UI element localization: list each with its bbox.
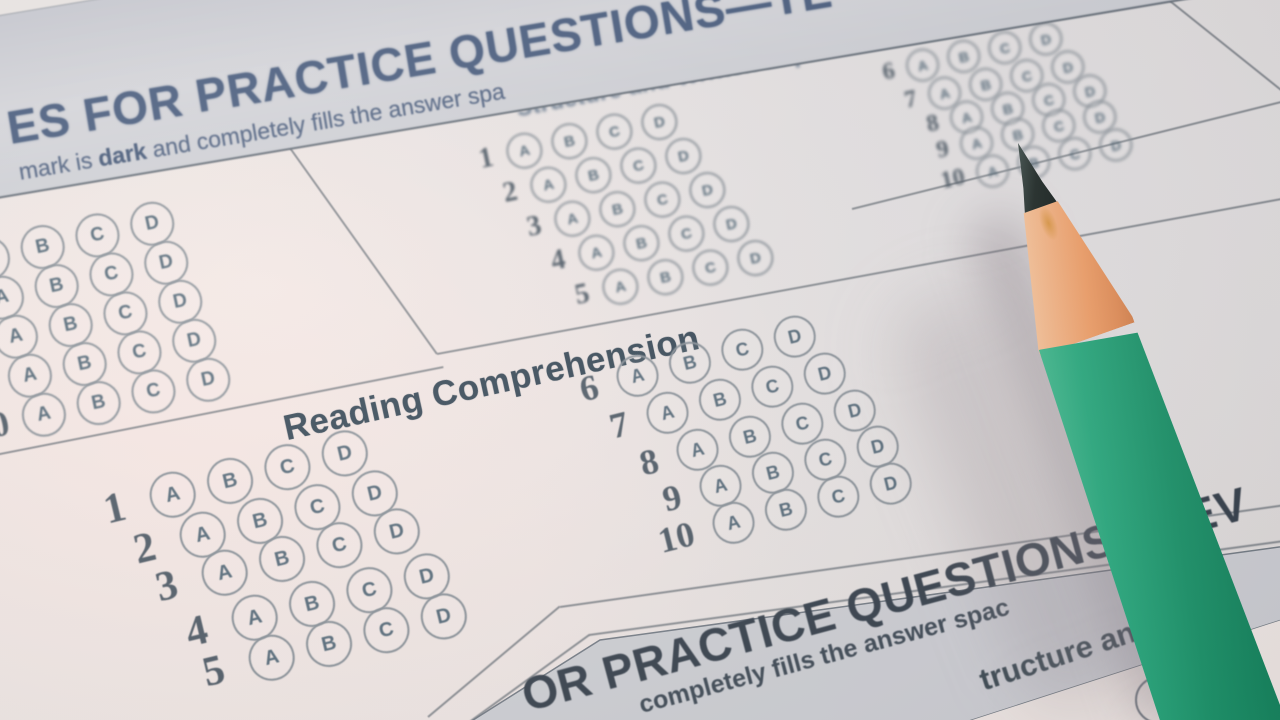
question-number: 1: [476, 141, 497, 175]
question-number: 4: [548, 243, 569, 277]
answer-bubble: C: [127, 365, 180, 418]
answer-bubble: D: [182, 353, 235, 406]
question-number: 2: [500, 175, 521, 209]
question-number: 5: [572, 277, 593, 311]
answer-bubble: D: [638, 100, 681, 144]
answer-bubble: C: [641, 178, 684, 221]
answer-bubble: D: [416, 588, 472, 645]
answer-bubble: D: [369, 503, 425, 560]
answer-bubble: A: [503, 129, 546, 173]
answer-bubble: D: [710, 202, 753, 246]
answer-bubble: C: [311, 517, 368, 573]
answer-bubble: B: [254, 531, 310, 587]
answer-bubble: A: [527, 163, 570, 207]
answer-bubble: D: [1096, 125, 1136, 165]
answer-bubble: B: [572, 153, 615, 197]
answer-bubble: A: [599, 265, 642, 309]
question-number: 0: [0, 402, 13, 446]
question-number: 3: [524, 209, 545, 243]
answer-bubble: D: [686, 168, 729, 212]
question-number: 3: [151, 561, 183, 612]
answer-bubble: A: [17, 388, 71, 441]
answer-bubble: D: [734, 236, 777, 280]
answer-bubble: A: [551, 197, 594, 241]
answer-bubble: C: [617, 144, 660, 187]
answer-bubble: A: [196, 544, 253, 601]
answer-bubble: B: [301, 616, 357, 672]
answer-bubble: C: [812, 471, 864, 523]
answer-bubble: D: [865, 458, 917, 510]
answer-bubble: A: [575, 231, 618, 275]
answer-bubble: C: [358, 602, 415, 658]
answer-bubble: A: [708, 497, 760, 549]
instruction-bold-word: dark: [96, 137, 149, 172]
answer-bubble: B: [620, 221, 663, 265]
answer-bubble: D: [662, 134, 705, 178]
question-number: 5: [198, 646, 230, 697]
answer-bubble: C: [665, 212, 708, 255]
answer-bubble: B: [644, 255, 687, 299]
answer-bubble: B: [72, 376, 125, 430]
answer-bubble: B: [548, 119, 591, 163]
question-number: 10: [654, 513, 699, 561]
answer-bubble: B: [596, 187, 639, 231]
answer-bubble: B: [760, 484, 812, 536]
answer-bubble: A: [243, 629, 300, 686]
answer-bubble: C: [689, 246, 732, 289]
answer-bubble: C: [593, 110, 636, 153]
